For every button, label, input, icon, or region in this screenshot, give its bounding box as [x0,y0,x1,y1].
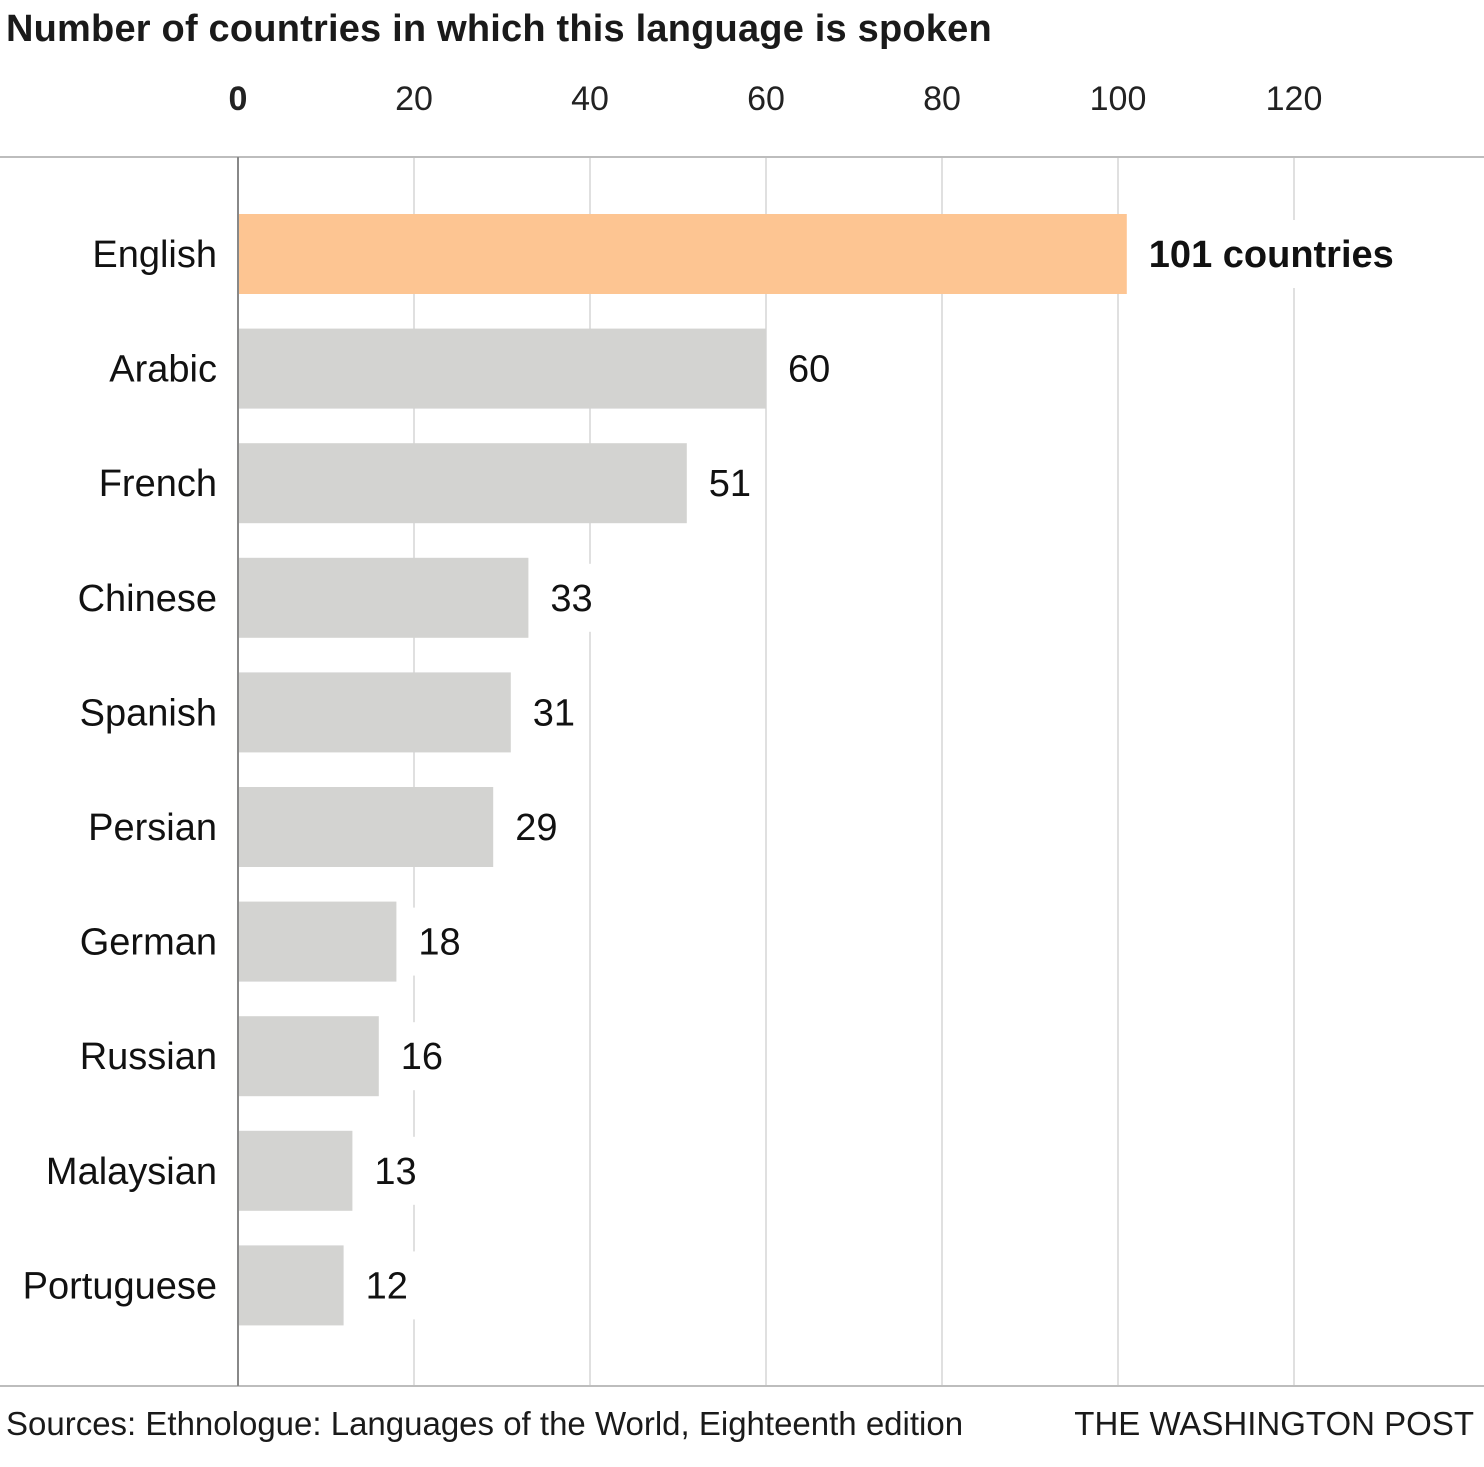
value-label-backing [509,793,566,861]
bar [238,787,494,867]
value-label: 18 [418,922,460,964]
category-label: French [99,463,217,505]
bar [238,1016,379,1097]
bar [238,901,397,982]
value-label: 51 [709,463,751,505]
value-label-backing [368,1136,425,1205]
x-tick-label: 0 [229,80,248,118]
value-label-backing [544,563,601,632]
value-label: 33 [550,578,592,620]
value-label-backing [394,1022,451,1091]
bar [238,443,687,524]
category-label: Spanish [80,692,217,734]
value-label-backing [702,449,759,518]
value-label-backing [526,678,583,747]
value-label-backing [412,907,469,976]
value-label: 29 [515,807,557,849]
x-tick-label: 20 [395,80,433,118]
category-label: Portuguese [23,1265,217,1307]
value-label-backing [359,1251,416,1320]
bar [238,1245,344,1326]
bar [238,672,511,753]
category-label: German [80,922,217,964]
category-label: Chinese [78,578,217,620]
category-label: Arabic [109,349,217,391]
category-label: English [92,234,217,276]
value-label: 31 [533,692,575,734]
value-label-backing [1142,220,1448,288]
publisher-credit: THE WASHINGTON POST [1074,1405,1474,1442]
value-label: 13 [374,1151,416,1193]
x-tick-label: 60 [747,80,785,118]
source-note: Sources: Ethnologue: Languages of the Wo… [6,1405,964,1442]
value-label: 101 countries [1149,234,1394,276]
bar [238,214,1127,294]
category-label: Persian [88,807,217,849]
bar [238,557,529,638]
x-tick-label: 100 [1090,80,1147,118]
category-label: Malaysian [46,1151,217,1193]
value-label: 60 [788,349,830,391]
bar [238,328,766,409]
value-label: 16 [401,1036,443,1078]
x-tick-label: 80 [923,80,961,118]
value-label-backing [782,334,838,403]
chart-title: Number of countries in which this langua… [6,8,992,50]
category-label: Russian [80,1036,217,1078]
value-label: 12 [366,1265,408,1307]
bar [238,1130,353,1211]
x-tick-label: 40 [571,80,609,118]
x-tick-label: 120 [1266,80,1323,118]
